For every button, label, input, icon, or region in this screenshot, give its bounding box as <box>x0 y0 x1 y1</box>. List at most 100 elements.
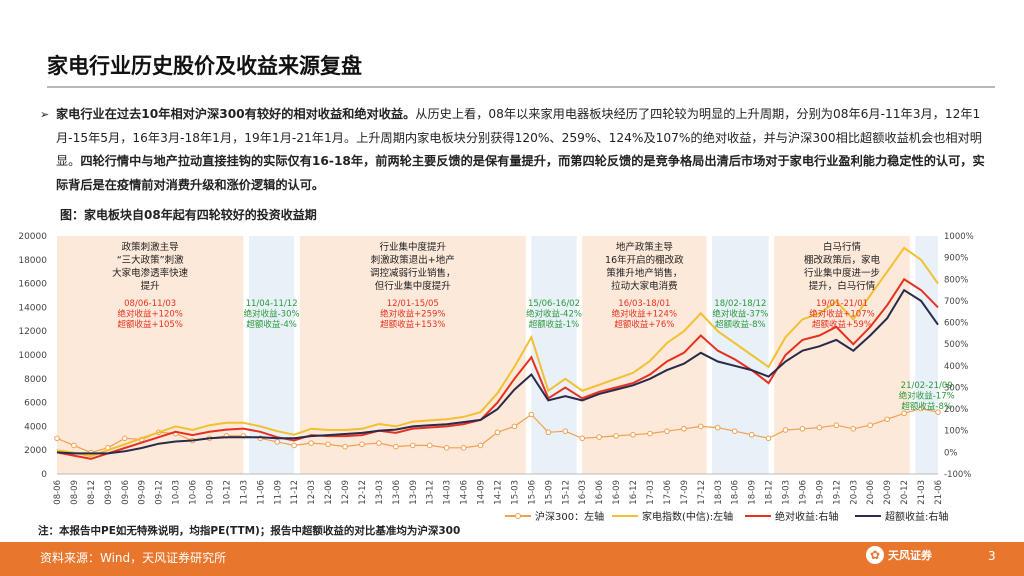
series-point <box>274 439 281 445</box>
summary-text-1: 从历史上看，08年以来家用电器板块经历了四轮较为明显的上升周期，分别为08年6月… <box>56 107 982 168</box>
x-axis-tick: 14-12 <box>494 480 504 505</box>
series-point <box>850 425 857 432</box>
series-line <box>56 277 939 460</box>
period-return-label: 绝对收益-42% <box>526 309 582 320</box>
x-axis-tick: 12-03 <box>307 480 317 505</box>
left-axis-tick: 4000 <box>24 422 47 432</box>
logo-flower-icon: ✿ <box>866 546 884 564</box>
left-axis-tick: 12000 <box>18 327 47 337</box>
x-axis-tick: 11-06 <box>256 480 266 505</box>
period-band <box>531 236 577 474</box>
series-point <box>731 428 738 434</box>
right-axis-tick: 800% <box>944 275 968 285</box>
bullet-arrow-icon: ➢ <box>40 108 50 121</box>
x-axis-tick: 19-03 <box>782 480 792 505</box>
x-axis-tick: 16-06 <box>595 480 605 505</box>
legend-marker <box>515 513 521 519</box>
x-axis-tick: 09-12 <box>155 480 165 505</box>
period-return-label: 绝对收益+107% <box>809 309 874 320</box>
x-axis-tick: 16-03 <box>578 480 588 505</box>
series-point <box>867 422 874 429</box>
stock-history-chart: 0 2000 4000 6000 8000 10000 12000 14000 16000 180… <box>18 232 973 523</box>
series-point <box>443 445 450 451</box>
series-point <box>901 410 907 417</box>
x-axis-tick: 20-09 <box>883 480 893 505</box>
right-axis-tick: -100% <box>944 470 971 480</box>
period-description: 16年开启的棚改政 <box>605 254 684 266</box>
period-return-label: 绝对收益+120% <box>117 309 182 320</box>
left-axis-tick: 20000 <box>18 232 47 242</box>
period-return-label: 11/04-11/12 <box>246 299 298 309</box>
x-axis-tick: 13-06 <box>392 480 402 505</box>
period-band <box>915 236 938 474</box>
x-axis-tick: 13-12 <box>426 480 436 505</box>
period-description: 但行业集中度提升 <box>375 280 452 292</box>
series-point <box>833 422 840 429</box>
x-axis-tick: 18-12 <box>765 480 775 505</box>
period-description: 白马行情 <box>823 241 862 253</box>
period-return-label: 超额收益-8% <box>715 319 766 330</box>
x-axis-tick: 11-12 <box>290 480 300 505</box>
period-description: 棚改政策后，家电 <box>804 254 881 266</box>
period-description: 行业集中度进一步 <box>804 267 880 279</box>
series-point <box>511 423 518 430</box>
series-point <box>613 433 619 439</box>
left-axis-tick: 10000 <box>18 351 47 361</box>
x-axis-tick: 08-12 <box>87 480 97 505</box>
period-return-label: 绝对收益-17% <box>899 391 955 402</box>
series-point <box>664 428 670 434</box>
x-axis-tick: 19-09 <box>815 480 825 505</box>
period-return-label: 08/06-11/03 <box>124 299 176 309</box>
series-point <box>698 423 704 430</box>
legend-label: 沪深300：左轴 <box>535 510 604 523</box>
period-return-label: 超额收益+105% <box>117 319 182 330</box>
series-point <box>477 442 484 449</box>
x-axis-tick: 18-06 <box>731 480 741 505</box>
logo-text: 天风证券 <box>888 549 932 562</box>
series-point <box>71 442 77 449</box>
period-return-label: 绝对收益+124% <box>612 309 677 320</box>
series-point <box>342 443 348 450</box>
x-axis-tick: 10-06 <box>189 480 199 505</box>
right-axis-tick: 600% <box>944 319 968 329</box>
right-axis-tick: 300% <box>944 383 968 393</box>
series-point <box>359 441 365 448</box>
x-axis-tick: 18-09 <box>748 480 758 505</box>
title-divider <box>47 86 995 88</box>
x-axis-tick: 12-06 <box>324 480 334 505</box>
series-point <box>393 443 399 450</box>
right-axis-tick: 200% <box>944 405 968 415</box>
x-axis-tick: 14-09 <box>477 480 487 505</box>
x-axis-tick: 20-03 <box>849 480 859 505</box>
series-point <box>460 445 467 451</box>
series-point <box>765 435 772 442</box>
series-point <box>714 424 721 431</box>
x-axis-tick: 09-03 <box>104 480 114 505</box>
legend-label: 超额收益:右轴 <box>885 510 948 523</box>
period-description: 调控减弱行业销售， <box>370 267 456 279</box>
right-axis-tick: 0% <box>944 448 958 458</box>
left-axis-tick: 8000 <box>24 375 47 385</box>
period-return-label: 超额收益+153% <box>380 319 445 330</box>
left-axis-tick: 14000 <box>18 303 47 313</box>
x-axis-tick: 08-09 <box>70 480 80 505</box>
period-return-label: 绝对收益+259% <box>380 309 445 320</box>
x-axis-tick: 17-12 <box>697 480 707 505</box>
summary-bold-1: 家电行业在过去10年相对沪深300有较好的相对收益和绝对收益。 <box>56 107 416 121</box>
period-return-label: 超额收益-1% <box>529 319 580 330</box>
series-point <box>681 425 687 432</box>
x-axis-tick: 14-03 <box>443 480 453 505</box>
x-axis-tick: 16-09 <box>612 480 622 505</box>
period-description: “三大政策”刺激 <box>117 254 184 266</box>
series-point <box>325 441 331 448</box>
series-point <box>579 435 586 442</box>
company-logo: ✿ 天风证券 <box>866 546 932 564</box>
series-point <box>494 429 501 436</box>
x-axis-tick: 14-06 <box>460 480 470 505</box>
period-description: 政策刺激主导 <box>122 241 179 253</box>
series-point <box>121 435 128 442</box>
series-point <box>782 427 789 433</box>
period-description: 提升 <box>141 280 161 292</box>
period-return-label: 15/06-16/02 <box>528 299 580 309</box>
period-return-label: 超额收益+59% <box>812 319 872 330</box>
